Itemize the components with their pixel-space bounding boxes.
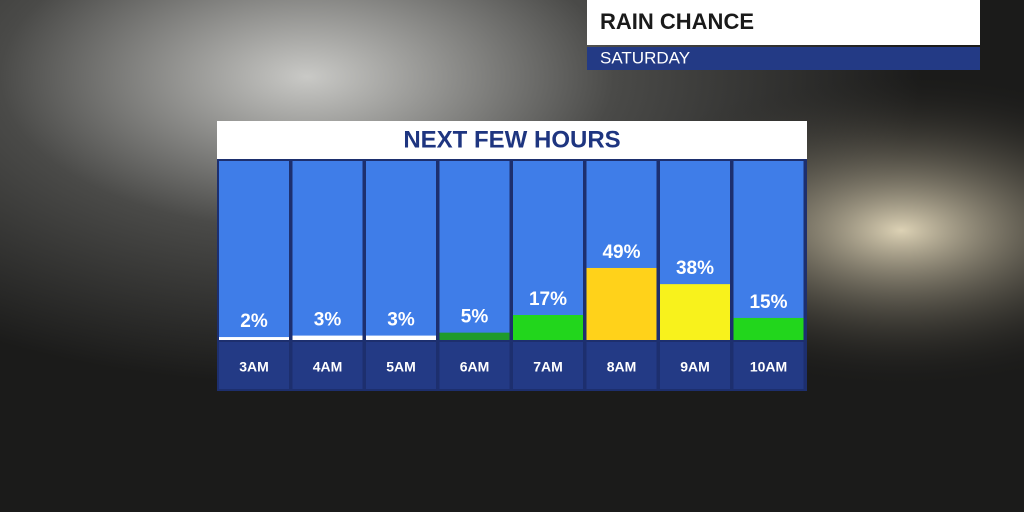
column <box>513 161 583 340</box>
x-tick-label: 3AM <box>239 359 269 375</box>
value-label: 49% <box>602 242 640 263</box>
bar <box>660 284 730 340</box>
x-tick-label: 4AM <box>313 359 343 375</box>
title: RAIN CHANCE <box>600 9 754 34</box>
label-cell <box>660 342 730 389</box>
x-tick-label: 7AM <box>533 359 563 375</box>
value-label: 15% <box>749 292 787 313</box>
column <box>292 161 363 340</box>
value-label: 17% <box>529 289 567 310</box>
x-tick-label: 6AM <box>460 359 490 375</box>
column <box>366 161 436 340</box>
title-box <box>587 0 980 45</box>
x-tick-label: 5AM <box>386 359 416 375</box>
x-tick-label: 10AM <box>750 359 787 375</box>
label-cell <box>513 342 583 389</box>
label-cell <box>219 342 289 389</box>
bar <box>366 335 436 340</box>
label-cell <box>586 342 657 389</box>
label-cell <box>439 342 510 389</box>
column <box>219 161 289 340</box>
value-label: 5% <box>461 307 489 328</box>
subtitle-box <box>587 47 980 70</box>
value-label: 2% <box>240 311 268 332</box>
bar <box>733 317 804 340</box>
bar <box>292 335 363 340</box>
heading-box <box>217 121 807 159</box>
x-tick-label: 9AM <box>680 359 710 375</box>
bar <box>439 332 510 340</box>
value-label: 3% <box>387 310 415 331</box>
value-label: 38% <box>676 258 714 279</box>
bar <box>513 315 583 340</box>
label-cell <box>733 342 804 389</box>
bar <box>219 337 289 340</box>
value-label: 3% <box>314 310 342 331</box>
column <box>439 161 510 340</box>
bar <box>586 267 657 340</box>
x-tick-label: 8AM <box>607 359 637 375</box>
label-cell <box>292 342 363 389</box>
subtitle: SATURDAY <box>600 48 690 67</box>
heading: NEXT FEW HOURS <box>403 126 620 153</box>
label-cell <box>366 342 436 389</box>
column <box>733 161 804 340</box>
